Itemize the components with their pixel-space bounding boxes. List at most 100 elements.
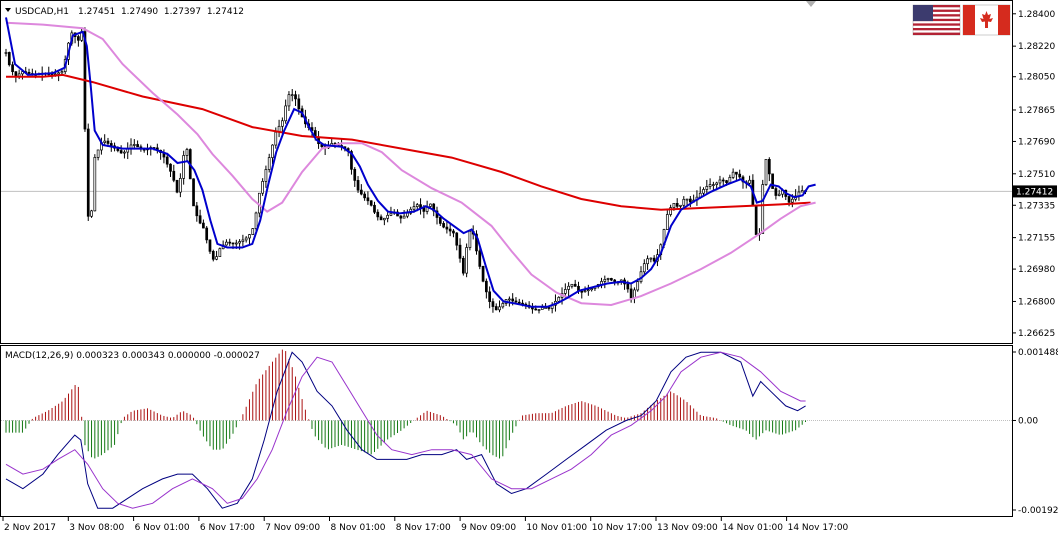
candle (649, 257, 653, 263)
candle (514, 297, 518, 303)
candle (284, 99, 288, 124)
candle (448, 223, 452, 237)
candle (208, 239, 212, 254)
candle (373, 201, 376, 215)
collapse-triangle-icon[interactable] (5, 8, 11, 12)
candle (290, 89, 294, 102)
candle (738, 169, 742, 179)
candle (468, 230, 472, 251)
candle (96, 149, 100, 161)
candle (119, 145, 123, 154)
candle (600, 277, 603, 289)
current-price-value: 1.27412 (1016, 187, 1053, 197)
chart-shift-marker-icon[interactable] (806, 1, 816, 7)
candle (281, 117, 284, 134)
candle (363, 191, 366, 201)
candle (669, 204, 672, 217)
candle (567, 282, 570, 297)
time-tick-label: 10 Nov 01:00 (526, 523, 587, 533)
candle (705, 179, 709, 195)
candle (169, 163, 172, 177)
canada-flag-icon (962, 4, 1011, 36)
candle (491, 298, 495, 313)
candle (248, 234, 251, 245)
candle (90, 209, 93, 218)
candle (452, 229, 455, 238)
candle (675, 198, 679, 209)
candle (271, 144, 274, 165)
candle (406, 209, 409, 219)
candle (642, 259, 646, 275)
candle (366, 191, 370, 205)
candle (356, 176, 360, 193)
time-tick-label: 6 Nov 01:00 (135, 523, 190, 533)
candle (211, 249, 215, 262)
candle (494, 303, 498, 311)
macd-tick-label: 0.00 (1018, 416, 1038, 426)
time-tick-label: 8 Nov 01:00 (331, 523, 386, 533)
candle (172, 164, 176, 183)
candle (93, 154, 97, 212)
candle (481, 265, 485, 283)
candle (606, 277, 610, 282)
candle (531, 303, 534, 314)
candle (639, 266, 643, 284)
candle (192, 178, 195, 207)
candle (735, 171, 738, 182)
candle (501, 301, 505, 309)
candle (376, 209, 380, 221)
candle (712, 181, 715, 191)
candle (185, 147, 189, 162)
candle (695, 190, 699, 206)
candle (537, 309, 541, 314)
candle (254, 211, 258, 231)
candle (761, 179, 765, 234)
candle (241, 234, 245, 247)
candle (155, 143, 159, 154)
price-axis: 1.28400 1.28220 1.28050 1.27865 1.27690 1.275… (1012, 10, 1055, 339)
price-pane[interactable] (0, 0, 1013, 344)
candle (461, 255, 465, 276)
candle (652, 255, 656, 263)
candle (708, 178, 712, 190)
candle (419, 198, 422, 215)
candle (369, 200, 373, 207)
macd-header: MACD(12,26,9) 0.000323 0.000343 0.000000… (5, 351, 260, 361)
candle (129, 138, 133, 155)
price-tick-label: 1.28050 (1018, 73, 1055, 83)
time-tick-label: 13 Nov 09:00 (657, 523, 718, 533)
candle (754, 204, 758, 235)
price-tick-label: 1.27510 (1018, 170, 1055, 180)
candle (218, 247, 222, 257)
candle (287, 91, 291, 111)
candle (80, 28, 84, 43)
candle (485, 278, 488, 299)
candle (202, 219, 205, 229)
candle (277, 119, 281, 138)
candle (435, 206, 439, 225)
time-tick-label: 6 Nov 17:00 (200, 523, 255, 533)
candle (665, 209, 669, 231)
candle (547, 306, 551, 311)
candle (4, 48, 8, 57)
time-tick-label: 14 Nov 17:00 (788, 523, 849, 533)
signal-line (5, 351, 806, 509)
candle (294, 90, 297, 107)
candle (488, 286, 492, 309)
candle (77, 34, 80, 47)
time-tick-label: 7 Nov 09:00 (265, 523, 320, 533)
candle (587, 284, 590, 296)
candle (774, 186, 778, 200)
macd-line (5, 351, 806, 509)
candle (570, 283, 574, 289)
candle (527, 301, 531, 309)
candle (590, 288, 593, 292)
candle (225, 239, 228, 246)
price-tick-label: 1.27865 (1018, 106, 1055, 116)
candle (379, 214, 383, 221)
candle (685, 198, 689, 205)
candle (475, 230, 478, 255)
macd-tick-label: -0.00192 (1018, 506, 1058, 516)
macd-pane[interactable] (0, 345, 1013, 517)
